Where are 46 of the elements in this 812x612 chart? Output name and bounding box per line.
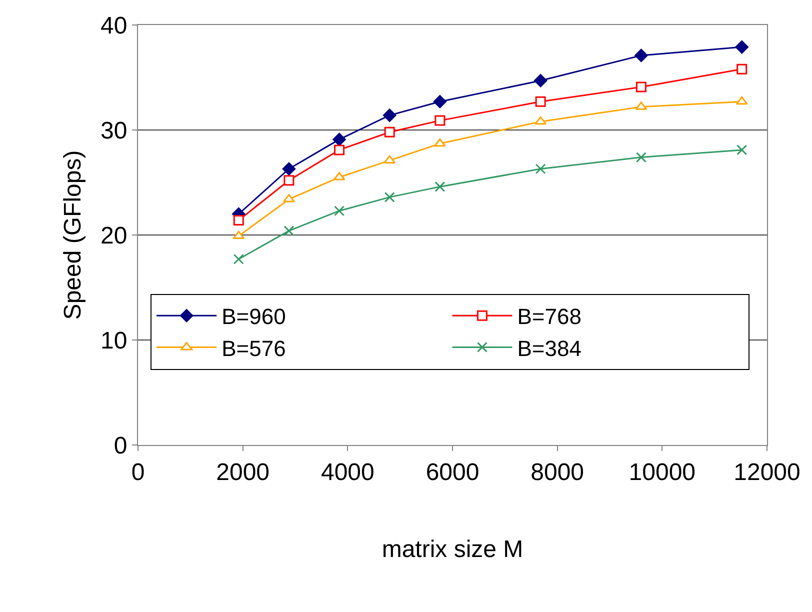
x-tick-label: 4000	[320, 458, 374, 486]
point	[282, 162, 296, 176]
point	[284, 226, 294, 236]
legend-label: B=384	[517, 336, 582, 361]
point	[383, 108, 396, 122]
point	[233, 215, 244, 226]
legend-label: B=960	[222, 304, 286, 330]
y-tick-label: 0	[114, 432, 128, 460]
y-tick-label: 20	[100, 222, 128, 250]
x-tick-label: 2000	[216, 458, 270, 486]
point	[384, 192, 395, 202]
legend-label: B=576	[222, 336, 286, 361]
x-tick-label: 6000	[426, 458, 480, 486]
y-tick-label: 30	[100, 117, 128, 144]
x-tick-label: 8000	[530, 458, 584, 486]
point	[535, 96, 546, 107]
y-tick-label: 10	[100, 327, 128, 354]
point	[284, 175, 294, 186]
legend-label: B=768	[517, 304, 582, 330]
point	[283, 194, 295, 202]
point	[636, 152, 646, 163]
point	[735, 40, 748, 54]
y-tick-label: 40	[100, 12, 128, 40]
point	[332, 132, 346, 146]
point	[535, 164, 546, 174]
x-axis-title: matrix size M	[382, 536, 524, 564]
x-tick-label: 10000	[628, 458, 696, 486]
point	[636, 82, 646, 92]
point	[434, 181, 446, 192]
y-axis-title: Speed (GFlops)	[60, 150, 87, 320]
point	[232, 230, 245, 240]
point	[736, 64, 748, 74]
x-tick-label: 0	[131, 458, 145, 486]
point	[433, 95, 447, 108]
point	[334, 206, 345, 216]
point	[534, 74, 548, 88]
point	[736, 144, 748, 156]
point	[434, 115, 446, 126]
point	[233, 254, 244, 264]
point	[736, 96, 748, 105]
point	[534, 116, 547, 125]
point	[434, 138, 446, 147]
point	[334, 144, 345, 156]
point	[384, 126, 395, 138]
x-tick-label: 12000	[734, 458, 800, 486]
point	[634, 48, 648, 62]
